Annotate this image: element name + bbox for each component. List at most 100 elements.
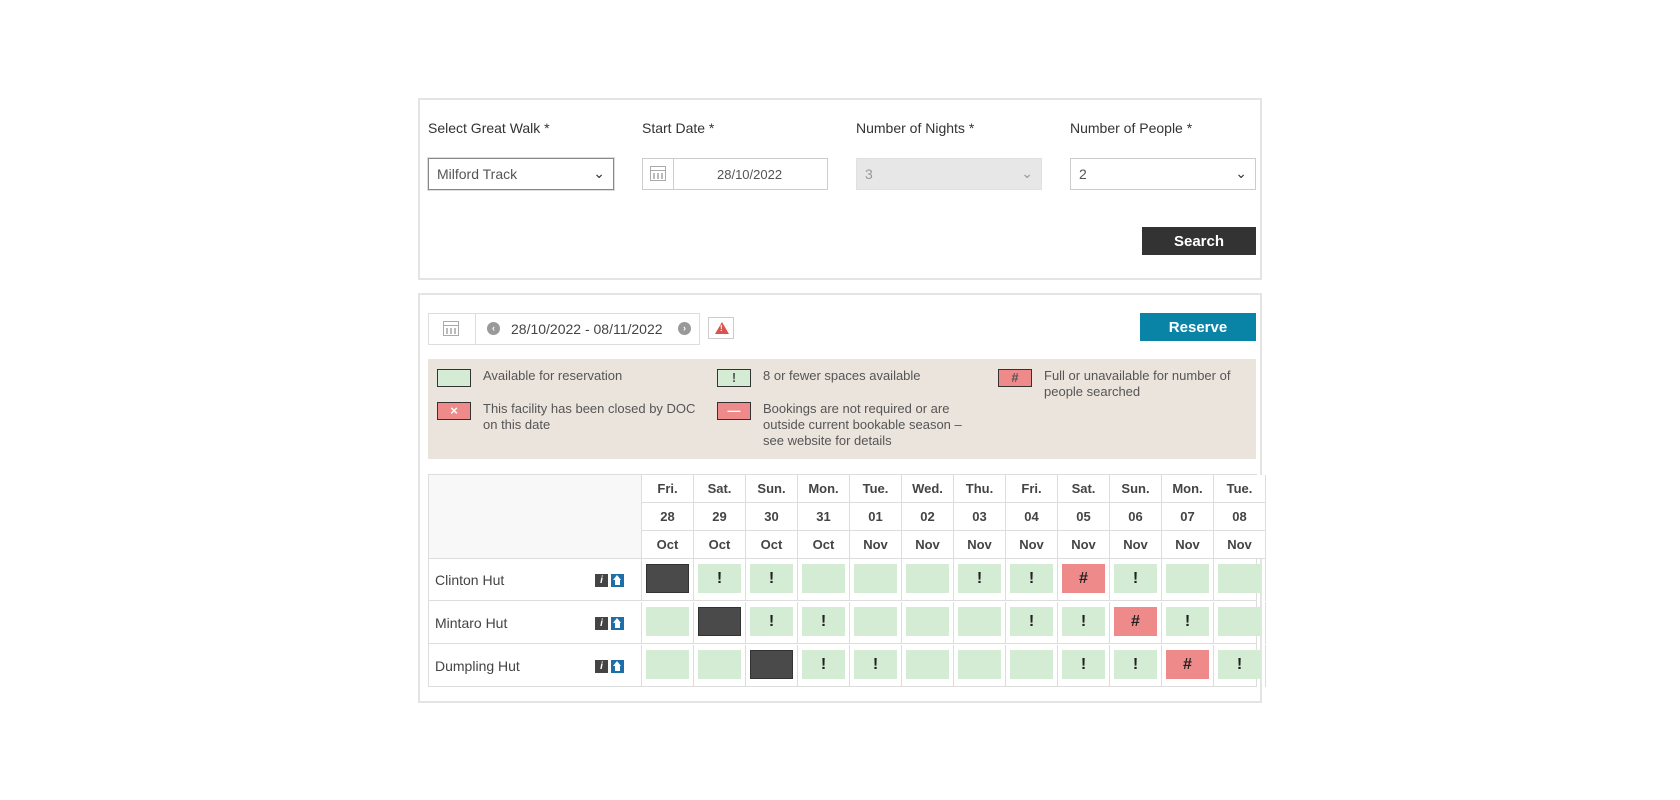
day-header-month: Nov <box>850 531 901 559</box>
availability-cell[interactable] <box>642 602 694 644</box>
warning-button[interactable]: ! <box>708 317 734 339</box>
day-header-month: Nov <box>1006 531 1057 559</box>
nights-value: 3 <box>865 166 873 182</box>
availability-avail-icon <box>1218 564 1261 593</box>
day-header: Fri. 04 Nov <box>1006 475 1058 559</box>
day-header-day: 07 <box>1162 503 1213 531</box>
reserve-button[interactable]: Reserve <box>1140 313 1256 341</box>
chevron-down-icon: ⌄ <box>593 165 605 181</box>
availability-cell[interactable]: ! <box>1058 645 1110 687</box>
availability-panel: ‹ 28/10/2022 - 08/11/2022 › ! Reserve Av… <box>418 293 1266 703</box>
availability-cell[interactable]: # <box>1058 559 1110 601</box>
day-header-dow: Sat. <box>694 475 745 503</box>
availability-cell[interactable]: ! <box>1006 559 1058 601</box>
availability-few-icon: ! <box>802 607 845 636</box>
availability-avail-icon <box>802 564 845 593</box>
day-header-day: 08 <box>1214 503 1265 531</box>
few-spaces-swatch-icon: ! <box>717 369 751 387</box>
availability-cell[interactable] <box>1006 645 1058 687</box>
home-icon[interactable] <box>611 660 624 673</box>
prev-arrow-icon[interactable]: ‹ <box>487 322 500 335</box>
next-arrow-icon[interactable]: › <box>678 322 691 335</box>
availability-cell[interactable]: ! <box>746 559 798 601</box>
date-range-picker[interactable]: ‹ 28/10/2022 - 08/11/2022 › <box>428 313 700 345</box>
availability-cell[interactable] <box>902 559 954 601</box>
availability-cell[interactable]: # <box>1162 645 1214 687</box>
availability-cell[interactable] <box>902 645 954 687</box>
day-header-dow: Sat. <box>1058 475 1109 503</box>
search-button[interactable]: Search <box>1142 227 1256 255</box>
availability-avail-icon <box>1218 607 1261 636</box>
availability-cell[interactable]: ! <box>1006 602 1058 644</box>
availability-cell[interactable]: ! <box>1110 559 1162 601</box>
hut-row: Dumpling Hut i!!!! #! <box>429 645 1266 687</box>
availability-cell[interactable]: ! <box>954 559 1006 601</box>
availability-avail-icon <box>1166 564 1209 593</box>
calendar-icon[interactable] <box>429 314 476 344</box>
availability-cell[interactable]: # <box>1110 602 1162 644</box>
info-icon[interactable]: i <box>595 617 608 630</box>
availability-cell[interactable]: ! <box>694 559 746 601</box>
day-header-dow: Fri. <box>1006 475 1057 503</box>
availability-cell[interactable] <box>1214 559 1266 601</box>
day-header-month: Nov <box>1058 531 1109 559</box>
day-header-dow: Fri. <box>642 475 693 503</box>
availability-cell[interactable] <box>1162 559 1214 601</box>
availability-cell[interactable] <box>902 602 954 644</box>
availability-cell[interactable]: ! <box>1162 602 1214 644</box>
great-walk-select[interactable]: Milford Track ⌄ <box>428 158 614 190</box>
availability-cell[interactable]: ! <box>746 602 798 644</box>
day-header-month: Oct <box>798 531 849 559</box>
availability-cell[interactable] <box>954 645 1006 687</box>
availability-cell[interactable] <box>1214 602 1266 644</box>
chevron-down-icon: ⌄ <box>1235 165 1247 181</box>
search-panel: Select Great Walk * Milford Track ⌄ Star… <box>418 98 1262 280</box>
nights-select: 3 ⌄ <box>856 158 1042 190</box>
info-icon[interactable]: i <box>595 660 608 673</box>
day-header-dow: Sun. <box>746 475 797 503</box>
availability-few-icon: ! <box>750 607 793 636</box>
availability-cell[interactable]: ! <box>1110 645 1162 687</box>
availability-cell[interactable] <box>954 602 1006 644</box>
availability-past-icon <box>750 650 793 679</box>
availability-cell[interactable] <box>694 645 746 687</box>
availability-cell[interactable] <box>798 559 850 601</box>
people-select[interactable]: 2 ⌄ <box>1070 158 1256 190</box>
availability-full-icon: # <box>1114 607 1157 636</box>
availability-avail-icon <box>958 607 1001 636</box>
start-date-field[interactable]: 28/10/2022 <box>642 158 828 190</box>
availability-cell[interactable]: ! <box>1058 602 1110 644</box>
availability-avail-icon <box>854 564 897 593</box>
availability-cell[interactable] <box>850 559 902 601</box>
people-value: 2 <box>1079 166 1087 182</box>
nights-label: Number of Nights * <box>856 120 975 136</box>
day-header-day: 02 <box>902 503 953 531</box>
availability-cell[interactable]: ! <box>798 645 850 687</box>
not-required-swatch-icon: — <box>717 402 751 420</box>
calendar-icon[interactable] <box>643 159 674 189</box>
availability-cell[interactable]: ! <box>850 645 902 687</box>
availability-avail-icon <box>906 564 949 593</box>
legend-text: Available for reservation <box>483 368 623 383</box>
day-header-month: Nov <box>954 531 1005 559</box>
availability-cell <box>642 559 694 601</box>
day-header-dow: Mon. <box>1162 475 1213 503</box>
walk-label: Select Great Walk * <box>428 120 550 136</box>
availability-avail-icon <box>698 650 741 679</box>
home-icon[interactable] <box>611 617 624 630</box>
availability-full-icon: # <box>1062 564 1105 593</box>
people-label: Number of People * <box>1070 120 1193 136</box>
availability-cell[interactable] <box>850 602 902 644</box>
chevron-down-icon: ⌄ <box>1021 165 1033 181</box>
info-icon[interactable]: i <box>595 574 608 587</box>
grid-corner <box>429 475 642 559</box>
availability-cell[interactable]: ! <box>798 602 850 644</box>
day-header-day: 04 <box>1006 503 1057 531</box>
home-icon[interactable] <box>611 574 624 587</box>
day-header: Sun. 30 Oct <box>746 475 798 559</box>
availability-few-icon: ! <box>1218 650 1261 679</box>
availability-avail-icon <box>958 650 1001 679</box>
availability-cell[interactable] <box>642 645 694 687</box>
availability-cell[interactable]: ! <box>1214 645 1266 687</box>
legend-text: 8 or fewer spaces available <box>763 368 921 383</box>
